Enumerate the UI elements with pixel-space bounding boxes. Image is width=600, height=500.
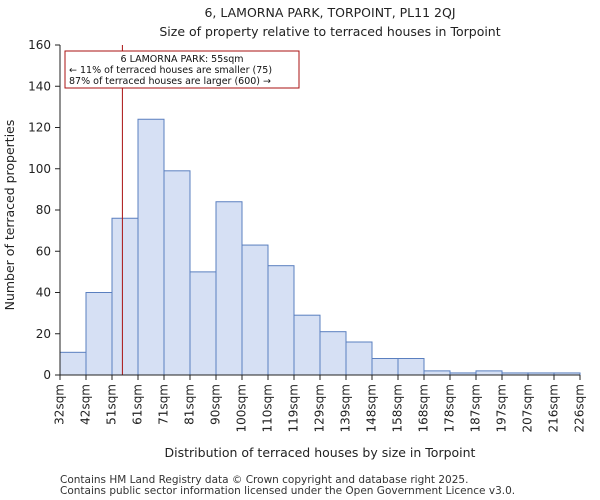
- x-tick-label: 139sqm: [339, 384, 353, 432]
- bar-42sqm: [85, 292, 113, 376]
- bar-119sqm: [293, 314, 321, 376]
- bar-81sqm: [189, 271, 217, 376]
- y-tick-label: 80: [36, 203, 51, 217]
- y-tick-label: 160: [28, 38, 51, 52]
- bar-110sqm: [267, 265, 295, 376]
- bar-129sqm: [319, 331, 347, 376]
- y-tick-label: 140: [28, 79, 51, 93]
- bar-71sqm: [163, 170, 191, 376]
- x-tick-label: 71sqm: [157, 384, 171, 425]
- bars-group: [59, 118, 581, 376]
- x-tick-label: 110sqm: [261, 384, 275, 432]
- x-tick-label: 158sqm: [391, 384, 405, 432]
- x-tick-label: 148sqm: [365, 384, 379, 432]
- x-tick-label: 100sqm: [235, 384, 249, 432]
- x-tick-label: 207sqm: [521, 384, 535, 432]
- footer-line-2: Contains public sector information licen…: [60, 485, 515, 497]
- x-tick-label: 32sqm: [53, 384, 67, 425]
- bar-187sqm: [475, 370, 503, 376]
- x-tick-label: 187sqm: [469, 384, 483, 432]
- annotation-smaller: ← 11% of terraced houses are smaller (75…: [69, 65, 272, 76]
- y-tick-label: 40: [36, 286, 51, 300]
- y-tick-label: 100: [28, 162, 51, 176]
- bar-32sqm: [59, 351, 87, 376]
- annotation-title: 6 LAMORNA PARK: 55sqm: [121, 54, 244, 65]
- y-axis-ticks: 0 20 40 60 80 100 120 140 160: [28, 38, 60, 382]
- x-tick-label: 81sqm: [183, 384, 197, 425]
- bar-158sqm: [397, 358, 425, 376]
- y-tick-label: 60: [36, 244, 51, 258]
- bar-139sqm: [345, 341, 373, 376]
- x-tick-label: 168sqm: [417, 384, 431, 432]
- x-tick-label: 90sqm: [209, 384, 223, 425]
- bar-168sqm: [423, 370, 451, 376]
- bar-51sqm: [111, 217, 139, 376]
- y-tick-label: 20: [36, 327, 51, 341]
- chart-subtitle: Size of property relative to terraced ho…: [159, 24, 500, 39]
- footer-line-1: Contains HM Land Registry data © Crown c…: [60, 474, 468, 486]
- x-tick-label: 42sqm: [79, 384, 93, 425]
- chart-title: 6, LAMORNA PARK, TORPOINT, PL11 2QJ: [204, 5, 455, 20]
- annotation-box: 6 LAMORNA PARK: 55sqm ← 11% of terraced …: [64, 50, 300, 89]
- x-tick-label: 197sqm: [495, 384, 509, 432]
- x-tick-label: 119sqm: [287, 384, 301, 432]
- bar-90sqm: [215, 201, 243, 376]
- bar-100sqm: [241, 244, 269, 376]
- y-tick-label: 120: [28, 121, 51, 135]
- x-tick-label: 61sqm: [131, 384, 145, 425]
- x-tick-label: 178sqm: [443, 384, 457, 432]
- x-tick-label: 51sqm: [105, 384, 119, 425]
- annotation-larger: 87% of terraced houses are larger (600) …: [69, 76, 271, 87]
- annotation-frame: [64, 50, 300, 89]
- x-axis-label: Distribution of terraced houses by size …: [165, 445, 476, 460]
- bar-148sqm: [371, 358, 399, 376]
- x-tick-label: 129sqm: [313, 384, 327, 432]
- x-axis-ticks: 32sqm 42sqm 51sqm 61sqm 71sqm 81sqm 90sqm 100sq…: [53, 375, 587, 432]
- bar-61sqm: [137, 118, 165, 376]
- y-axis-label: Number of terraced properties: [2, 120, 17, 311]
- x-tick-label: 216sqm: [547, 384, 561, 432]
- y-tick-label: 0: [43, 368, 51, 382]
- x-tick-label: 226sqm: [573, 384, 587, 432]
